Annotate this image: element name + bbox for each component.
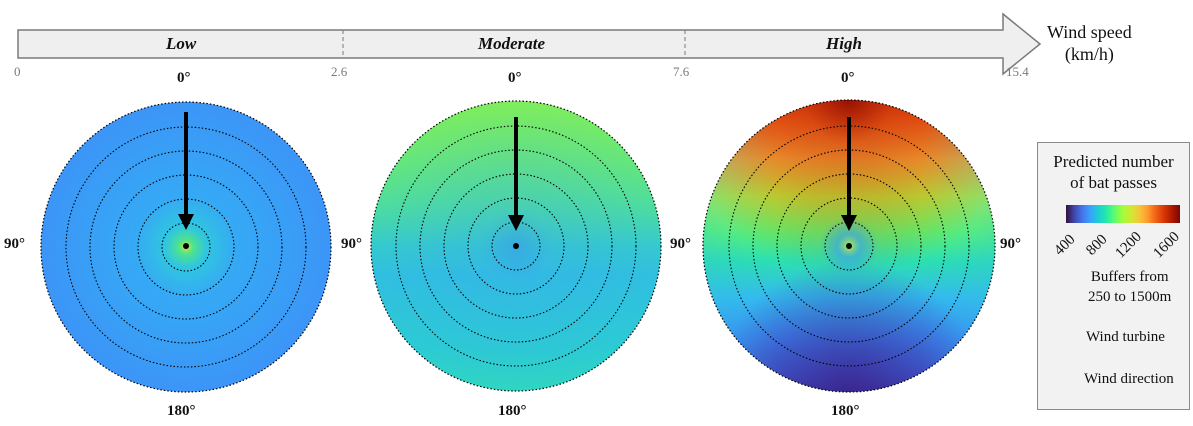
polar-panel-low [40, 101, 332, 393]
wind-turbine-marker [846, 243, 852, 249]
legend-buffers-line1: Buffers from [1090, 269, 1169, 285]
segment-label-high: High [826, 34, 862, 53]
speed-tick: 7.6 [673, 64, 690, 79]
degree-label-left: 90° [341, 236, 362, 252]
legend-buffers-line2: 250 to 1500m [1088, 289, 1172, 305]
polar-panel-moderate [370, 100, 662, 392]
degree-label-top: 0° [177, 70, 191, 86]
legend-title-line2: of bat passes [1070, 173, 1157, 192]
colorbar-tick: 1200 [1112, 228, 1145, 262]
speed-tick: 0 [14, 64, 21, 79]
degree-label-bottom: 180° [831, 403, 860, 419]
degree-label-top: 0° [508, 70, 522, 86]
legend-turbine-label: Wind turbine [1086, 329, 1165, 345]
legend-title: Predicted number of bat passes [1038, 151, 1189, 193]
colorbar [1066, 205, 1180, 223]
colorbar-tick: 1600 [1150, 228, 1183, 262]
wind-speed-label-line2: (km/h) [1064, 44, 1114, 64]
wind-turbine-marker [183, 243, 189, 249]
wind-speed-arrow [17, 12, 1042, 76]
segment-label-low: Low [166, 34, 197, 53]
segment-label-moderate: Moderate [478, 34, 546, 53]
wind-speed-label: Wind speed (km/h) [1047, 21, 1132, 65]
degree-label-bottom: 180° [167, 403, 196, 419]
degree-label-right: 90° [1000, 236, 1021, 252]
legend-direction-label: Wind direction [1084, 371, 1174, 387]
legend-title-line1: Predicted number [1053, 152, 1174, 171]
legend-buffers-label: Buffers from 250 to 1500m [1088, 267, 1171, 307]
colorbar-tick: 400 [1051, 231, 1079, 259]
degree-label-top: 0° [841, 70, 855, 86]
wind-speed-label-line1: Wind speed [1047, 22, 1132, 42]
degree-label-bottom: 180° [498, 403, 527, 419]
degree-label-left: 90° [4, 236, 25, 252]
legend-box: Predicted number of bat passes 400 800 1… [1037, 142, 1190, 410]
degree-label-left: 90° [670, 236, 691, 252]
speed-tick: 15.4 [1006, 64, 1029, 79]
speed-tick: 2.6 [331, 64, 348, 79]
wind-turbine-marker [513, 243, 519, 249]
polar-panel-high [702, 99, 996, 393]
colorbar-tick: 800 [1083, 231, 1111, 259]
